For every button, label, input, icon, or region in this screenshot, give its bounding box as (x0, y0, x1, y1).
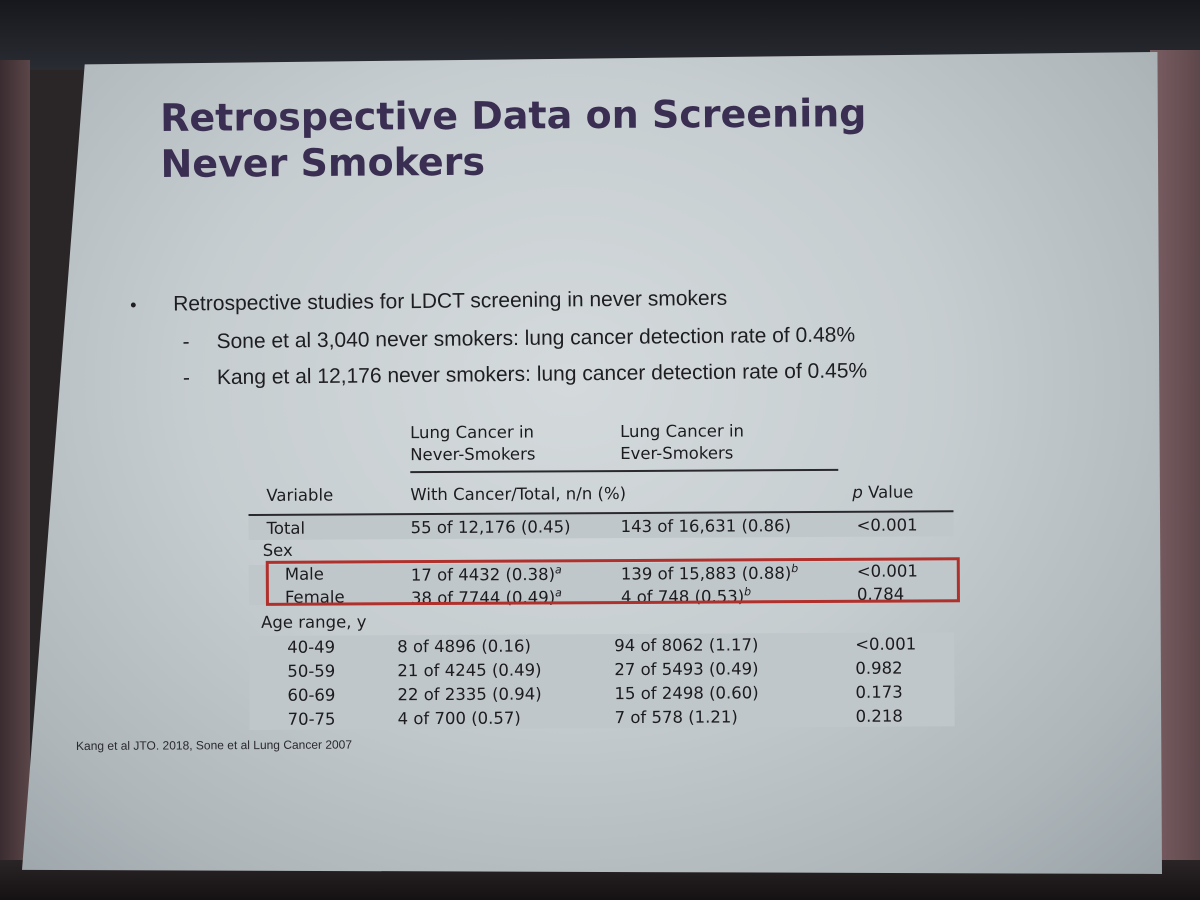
row-age-never: 8 of 4896 (0.16) (397, 636, 531, 657)
dash-icon: - (182, 366, 191, 390)
column-p-value: p Value (852, 483, 913, 502)
dash-icon: - (182, 330, 190, 354)
row-age-label: 40-49 (287, 637, 336, 657)
data-table: Lung Cancer in Never-Smokers Lung Cancer… (248, 416, 960, 730)
row-age-label: 70-75 (287, 709, 336, 729)
header-ever-line-2: Ever-Smokers (620, 443, 734, 464)
row-total-never: 55 of 12,176 (0.45) (410, 517, 571, 538)
column-variable: Variable (266, 485, 334, 505)
row-age-ever: 27 of 5493 (0.49) (614, 659, 759, 680)
section-sex: Sex (262, 540, 293, 560)
row-age-p: <0.001 (855, 634, 917, 654)
bullet-dot-icon: • (130, 294, 137, 315)
citation-footer: Kang et al JTO. 2018, Sone et al Lung Ca… (76, 737, 353, 753)
bullet-text: Retrospective studies for LDCT screening… (173, 286, 728, 316)
row-age-never: 22 of 2335 (0.94) (397, 684, 542, 705)
row-total-label: Total (266, 518, 306, 538)
header-ever-smokers: Lung Cancer in Ever-Smokers (620, 420, 744, 465)
slide-title: Retrospective Data on Screening Never Sm… (160, 90, 867, 187)
slide-title-line-1: Retrospective Data on Screening (160, 91, 867, 140)
row-age-p: 0.173 (855, 682, 903, 702)
row-band (249, 632, 955, 730)
column-counts: With Cancer/Total, n/n (%) (410, 484, 627, 505)
projection-screen (22, 52, 1162, 874)
row-age-label: 50-59 (287, 661, 336, 681)
header-never-smokers: Lung Cancer in Never-Smokers (410, 421, 535, 466)
row-age-p: 0.218 (855, 706, 903, 726)
row-total-ever: 143 of 16,631 (0.86) (620, 516, 792, 537)
row-age-never: 4 of 700 (0.57) (397, 708, 521, 729)
highlight-box (265, 557, 960, 606)
section-age-range: Age range, y (261, 612, 367, 632)
sub-bullet-text: Sone et al 3,040 never smokers: lung can… (216, 323, 856, 354)
sub-bullet-item: - Sone et al 3,040 never smokers: lung c… (182, 318, 1090, 358)
header-ever-line-1: Lung Cancer in (620, 421, 745, 442)
slide-title-line-2: Never Smokers (160, 139, 486, 186)
header-never-line-2: Never-Smokers (410, 444, 536, 465)
row-age-ever: 15 of 2498 (0.60) (614, 683, 759, 704)
p-letter: p (852, 482, 863, 502)
bullet-list: • Retrospective studies for LDCT screeni… (130, 280, 1091, 394)
row-age-never: 21 of 4245 (0.49) (397, 660, 542, 681)
room-wall-left (0, 60, 30, 870)
row-age-p: 0.982 (855, 658, 903, 678)
header-rule (410, 468, 839, 474)
header-never-line-1: Lung Cancer in (410, 422, 535, 443)
value-word: Value (862, 482, 914, 502)
row-band (248, 512, 954, 540)
row-age-ever: 7 of 578 (1.21) (614, 707, 738, 728)
row-age-label: 60-69 (287, 685, 336, 705)
row-age-ever: 94 of 8062 (1.17) (614, 635, 759, 656)
row-total-p: <0.001 (856, 515, 918, 535)
